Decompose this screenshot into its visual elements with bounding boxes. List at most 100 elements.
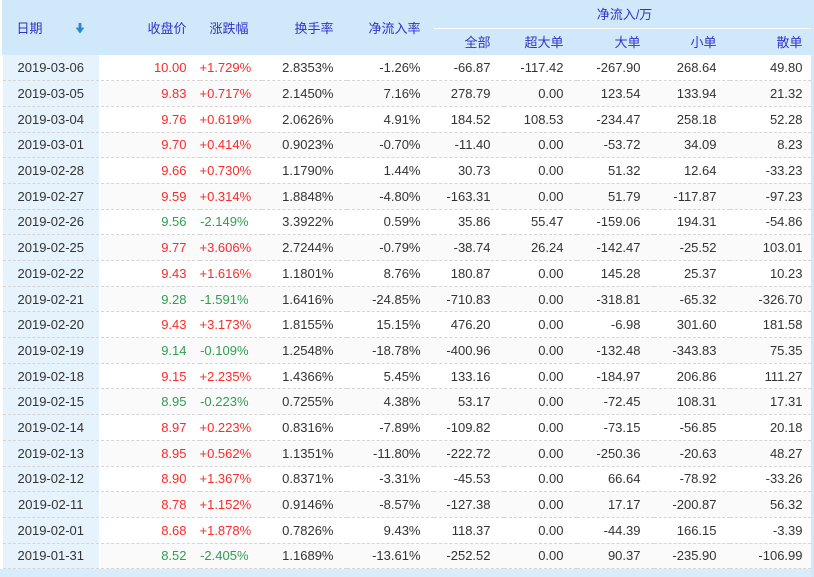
change-percent-cell: +2.235%	[199, 363, 262, 390]
change-percent-cell: +1.729%	[199, 55, 262, 82]
change-percent-cell: +0.414%	[199, 132, 262, 159]
net-inflow-rate-cell: 7.16%	[346, 80, 434, 107]
table-row: 2019-02-13 8.95 +0.562% 1.1351% -11.80% -222.…	[0, 440, 814, 467]
inflow-large-cell: 145.28	[576, 260, 654, 287]
col-header-inflow-retail[interactable]: 散单	[729, 28, 814, 55]
col-header-change[interactable]: 涨跌幅	[199, 0, 262, 55]
inflow-large-cell: -234.47	[576, 106, 654, 133]
inflow-retail-cell: 21.32	[729, 80, 814, 107]
inflow-all-cell: -38.74	[433, 234, 504, 261]
inflow-large-cell: 17.17	[576, 491, 654, 518]
inflow-super-large-cell: 0.00	[503, 466, 577, 493]
col-header-inflow-super-large[interactable]: 超大单	[503, 28, 577, 55]
table-row: 2019-02-01 8.68 +1.878% 0.7826% 9.43% 118.37 0…	[0, 517, 814, 544]
net-inflow-rate-cell: 9.43%	[346, 517, 434, 544]
table-header: 日期 收盘价 涨跌幅 换手率 净流入率 净流入/万 全部 超大单 大单 小单 散…	[1, 0, 814, 55]
turnover-rate-cell: 1.4366%	[261, 363, 347, 390]
inflow-small-cell: 133.94	[653, 80, 730, 107]
inflow-small-cell: 301.60	[653, 311, 730, 339]
inflow-all-cell: -109.82	[433, 414, 504, 441]
inflow-small-cell: -65.32	[653, 286, 730, 313]
sort-descending-icon[interactable]	[75, 23, 85, 34]
inflow-all-cell: -163.31	[433, 183, 504, 210]
inflow-all-cell: 476.20	[433, 311, 504, 339]
inflow-super-large-cell: 0.00	[503, 440, 577, 467]
right-edge-strip	[811, 0, 814, 577]
table-row: 2019-02-14 8.97 +0.223% 0.8316% -7.89% -109.8…	[0, 414, 814, 441]
date-cell: 2019-02-27	[0, 183, 101, 210]
close-price-cell: 9.66	[99, 157, 200, 184]
turnover-rate-cell: 1.1689%	[261, 543, 347, 570]
change-percent-cell: -0.109%	[199, 337, 262, 364]
inflow-all-cell: 184.52	[433, 106, 504, 133]
inflow-large-cell: -6.98	[576, 311, 654, 339]
inflow-retail-cell: -326.70	[729, 286, 814, 313]
inflow-retail-cell: -106.99	[729, 543, 814, 570]
date-cell: 2019-03-06	[0, 55, 101, 82]
col-header-turnover[interactable]: 换手率	[261, 0, 347, 55]
inflow-retail-cell: 20.18	[729, 414, 814, 441]
table-row: 2019-03-06 10.00 +1.729% 2.8353% -1.26% -66.8…	[0, 55, 814, 82]
inflow-large-cell: -318.81	[576, 286, 654, 313]
net-inflow-rate-cell: -1.26%	[346, 55, 434, 82]
inflow-super-large-cell: 0.00	[503, 311, 577, 339]
col-group-header-net-inflow: 净流入/万	[433, 0, 814, 29]
inflow-large-cell: -73.15	[576, 414, 654, 441]
change-percent-cell: +3.606%	[199, 234, 262, 261]
date-cell: 2019-03-05	[0, 80, 101, 107]
inflow-large-cell: 90.37	[576, 543, 654, 570]
inflow-small-cell: 25.37	[653, 260, 730, 287]
table-row: 2019-02-12 8.90 +1.367% 0.8371% -3.31% -45.53…	[0, 466, 814, 493]
inflow-small-cell: -117.87	[653, 183, 730, 210]
col-header-close[interactable]: 收盘价	[99, 0, 200, 55]
change-percent-cell: -2.149%	[199, 209, 262, 236]
inflow-all-cell: 30.73	[433, 157, 504, 184]
inflow-large-cell: -44.39	[576, 517, 654, 544]
date-cell: 2019-02-19	[0, 337, 101, 364]
inflow-large-cell: -250.36	[576, 440, 654, 467]
inflow-retail-cell: 48.27	[729, 440, 814, 467]
inflow-retail-cell: -97.23	[729, 183, 814, 210]
net-inflow-rate-cell: -4.80%	[346, 183, 434, 210]
table-row: 2019-02-21 9.28 -1.591% 1.6416% -24.85% -710.…	[0, 286, 814, 313]
turnover-rate-cell: 1.6416%	[261, 286, 347, 313]
inflow-retail-cell: 8.23	[729, 132, 814, 159]
turnover-rate-cell: 3.3922%	[261, 209, 347, 236]
col-header-date[interactable]: 日期	[1, 0, 100, 55]
col-header-inflow-small[interactable]: 小单	[653, 28, 730, 55]
change-percent-cell: -1.591%	[199, 286, 262, 313]
close-price-cell: 8.97	[99, 414, 200, 441]
inflow-all-cell: -11.40	[433, 132, 504, 159]
col-header-inflow-all[interactable]: 全部	[433, 28, 504, 55]
inflow-retail-cell: -33.23	[729, 157, 814, 184]
inflow-super-large-cell: 0.00	[503, 543, 577, 570]
inflow-small-cell: -78.92	[653, 466, 730, 493]
change-percent-cell: +0.717%	[199, 80, 262, 107]
close-price-cell: 9.15	[99, 363, 200, 390]
net-inflow-rate-cell: -24.85%	[346, 286, 434, 313]
table-row: 2019-02-19 9.14 -0.109% 1.2548% -18.78% -400.…	[0, 337, 814, 364]
net-inflow-rate-cell: -18.78%	[346, 337, 434, 364]
bottom-strip	[0, 569, 814, 577]
inflow-super-large-cell: 0.00	[503, 517, 577, 544]
inflow-retail-cell: 17.31	[729, 388, 814, 416]
inflow-large-cell: 66.64	[576, 466, 654, 493]
turnover-rate-cell: 2.0626%	[261, 106, 347, 133]
date-cell: 2019-02-26	[0, 209, 101, 236]
turnover-rate-cell: 0.7255%	[261, 388, 347, 416]
inflow-super-large-cell: 108.53	[503, 106, 577, 133]
inflow-large-cell: 123.54	[576, 80, 654, 107]
close-price-cell: 9.28	[99, 286, 200, 313]
change-percent-cell: +0.619%	[199, 106, 262, 133]
inflow-small-cell: 108.31	[653, 388, 730, 416]
date-cell: 2019-02-11	[0, 491, 101, 518]
inflow-retail-cell: 75.35	[729, 337, 814, 364]
col-header-inflow-rate[interactable]: 净流入率	[346, 0, 434, 55]
close-price-cell: 8.95	[99, 388, 200, 416]
turnover-rate-cell: 0.9146%	[261, 491, 347, 518]
date-cell: 2019-03-01	[0, 132, 101, 159]
inflow-all-cell: -222.72	[433, 440, 504, 467]
col-header-inflow-large[interactable]: 大单	[576, 28, 654, 55]
close-price-cell: 9.56	[99, 209, 200, 236]
inflow-large-cell: 51.32	[576, 157, 654, 184]
